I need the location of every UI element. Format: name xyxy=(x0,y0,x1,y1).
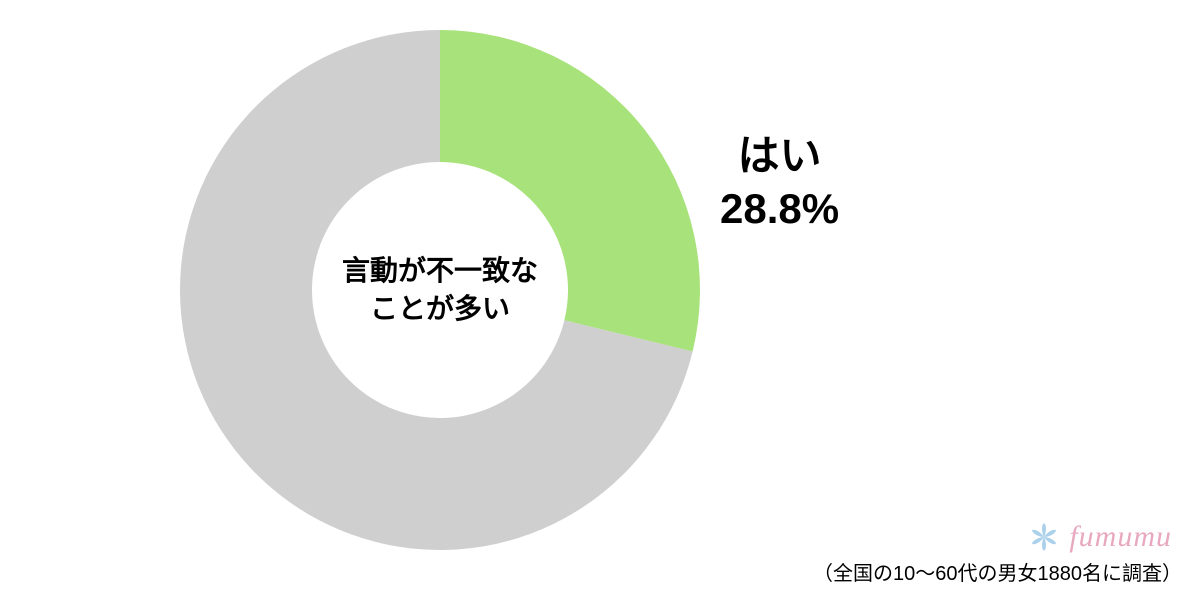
slice-label-line2: 28.8% xyxy=(720,183,839,236)
flower-icon xyxy=(1027,520,1061,554)
slice-label-line1: はい xyxy=(720,130,839,183)
center-label-line1: 言動が不一致な xyxy=(342,252,538,290)
survey-footnote: （全国の10〜60代の男女1880名に調査） xyxy=(813,557,1182,586)
chart-center-label: 言動が不一致な ことが多い xyxy=(342,252,538,328)
slice-label: はい 28.8% xyxy=(720,130,839,235)
brand-logo-text: fumumu xyxy=(1069,520,1172,554)
center-label-line2: ことが多い xyxy=(342,290,538,328)
brand-logo: fumumu xyxy=(1027,520,1172,554)
donut-chart: 言動が不一致な ことが多い xyxy=(180,30,700,550)
